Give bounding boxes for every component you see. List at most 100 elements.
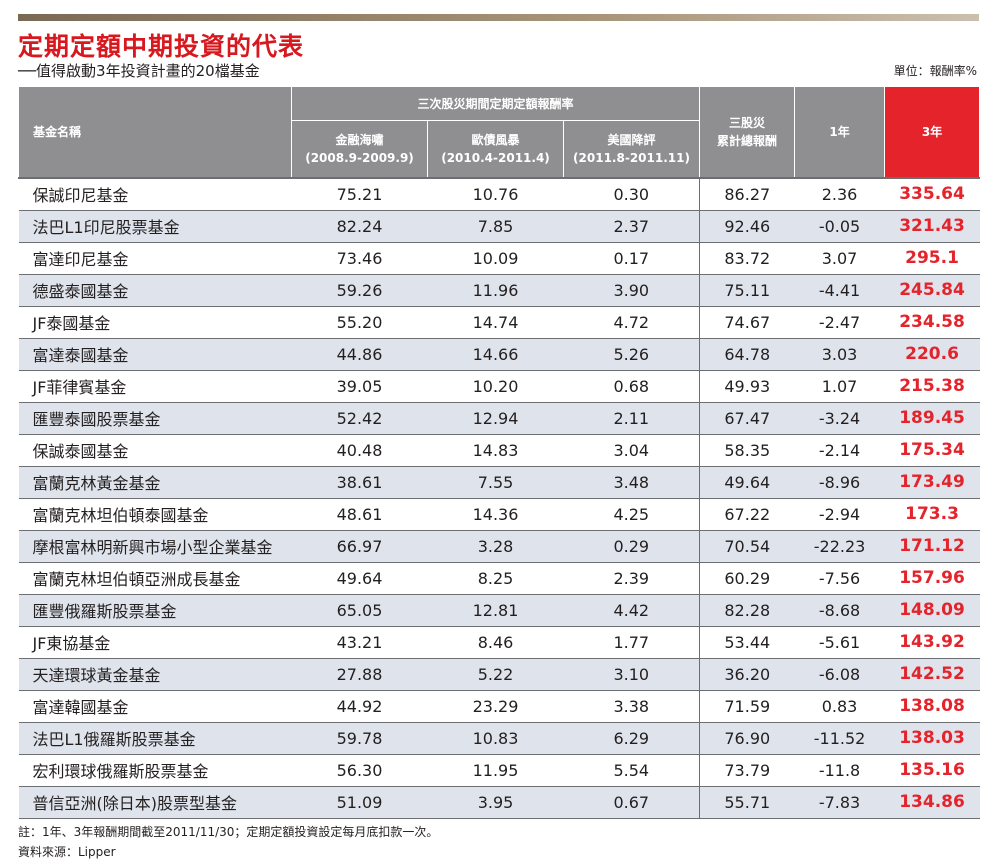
footnote: 註：1年、3年報酬期間截至2011/11/30；定期定額投資設定每月底扣款一次。 bbox=[18, 825, 439, 839]
return-1y-cell: -0.05 bbox=[794, 210, 885, 243]
fund-table: 基金名稱 三次股災期間定期定額報酬率 三股災 累計總報酬 1年 3年 金融海嘯 … bbox=[18, 86, 981, 819]
total-return-cell: 83.72 bbox=[699, 242, 795, 275]
table-row: JF東協基金 43.21 8.46 1.77 53.44 -5.61 143.92 bbox=[18, 626, 980, 659]
header-crisis-1: 金融海嘯 (2008.9-2009.9) bbox=[291, 120, 428, 178]
total-return-cell: 92.46 bbox=[699, 210, 795, 243]
return-3y-cell: 234.58 bbox=[884, 306, 980, 339]
fund-rows: 保誠印尼基金 75.21 10.76 0.30 86.27 2.36 335.64 法巴L1印… bbox=[18, 176, 980, 819]
return-1y-cell: -8.68 bbox=[794, 594, 885, 627]
crisis-1-cell: 52.42 bbox=[291, 402, 428, 435]
total-return-cell: 55.71 bbox=[699, 786, 795, 819]
crisis-2-cell: 8.46 bbox=[427, 626, 564, 659]
return-3y-cell: 245.84 bbox=[884, 274, 980, 307]
crisis-3-cell: 0.17 bbox=[563, 242, 701, 275]
header-fund-name: 基金名稱 bbox=[18, 86, 292, 178]
fund-name-cell: 法巴L1俄羅斯股票基金 bbox=[18, 722, 292, 755]
total-return-cell: 82.28 bbox=[699, 594, 795, 627]
return-1y-cell: -7.56 bbox=[794, 562, 885, 595]
return-1y-cell: 2.36 bbox=[794, 176, 885, 211]
crisis-1-cell: 65.05 bbox=[291, 594, 428, 627]
table-row: 富蘭克林坦伯頓泰國基金 48.61 14.36 4.25 67.22 -2.94 173.3 bbox=[18, 498, 980, 531]
fund-name-cell: 富蘭克林坦伯頓泰國基金 bbox=[18, 498, 292, 531]
return-3y-cell: 189.45 bbox=[884, 402, 980, 435]
total-return-cell: 67.22 bbox=[699, 498, 795, 531]
table-row: 富達印尼基金 73.46 10.09 0.17 83.72 3.07 295.1 bbox=[18, 242, 980, 275]
total-return-cell: 49.64 bbox=[699, 466, 795, 499]
crisis-2-cell: 10.83 bbox=[427, 722, 564, 755]
return-3y-cell: 148.09 bbox=[884, 594, 980, 627]
table-row: 保誠印尼基金 75.21 10.76 0.30 86.27 2.36 335.64 bbox=[18, 176, 980, 211]
return-1y-cell: -6.08 bbox=[794, 658, 885, 691]
return-3y-cell: 220.6 bbox=[884, 338, 980, 371]
crisis-1-cell: 56.30 bbox=[291, 754, 428, 787]
return-1y-cell: -11.8 bbox=[794, 754, 885, 787]
return-3y-cell: 295.1 bbox=[884, 242, 980, 275]
fund-name-cell: JF泰國基金 bbox=[18, 306, 292, 339]
fund-name-cell: 富蘭克林坦伯頓亞洲成長基金 bbox=[18, 562, 292, 595]
table-row: 富達泰國基金 44.86 14.66 5.26 64.78 3.03 220.6 bbox=[18, 338, 980, 371]
crisis-2-cell: 7.55 bbox=[427, 466, 564, 499]
header-crisis-3: 美國降評 (2011.8-2011.11) bbox=[562, 120, 701, 178]
return-1y-cell: 0.83 bbox=[794, 690, 885, 723]
crisis-1-cell: 40.48 bbox=[291, 434, 428, 467]
header-crisis-group: 三次股災期間定期定額報酬率 bbox=[290, 86, 701, 121]
crisis-1-cell: 73.46 bbox=[291, 242, 428, 275]
return-1y-cell: 1.07 bbox=[794, 370, 885, 403]
return-3y-cell: 143.92 bbox=[884, 626, 980, 659]
crisis-3-cell: 0.68 bbox=[563, 370, 701, 403]
crisis-1-cell: 75.21 bbox=[291, 176, 428, 211]
crisis-3-cell: 4.42 bbox=[563, 594, 701, 627]
crisis-3-cell: 4.25 bbox=[563, 498, 701, 531]
crisis-1-cell: 59.78 bbox=[291, 722, 428, 755]
crisis-3-cell: 6.29 bbox=[563, 722, 701, 755]
return-3y-cell: 215.38 bbox=[884, 370, 980, 403]
header-1y: 1年 bbox=[794, 86, 886, 178]
crisis-2-cell: 7.85 bbox=[427, 210, 564, 243]
total-return-cell: 71.59 bbox=[699, 690, 795, 723]
crisis-3-cell: 3.04 bbox=[563, 434, 701, 467]
crisis-1-cell: 55.20 bbox=[291, 306, 428, 339]
total-return-cell: 76.90 bbox=[699, 722, 795, 755]
crisis-3-cell: 3.38 bbox=[563, 690, 701, 723]
fund-name-cell: JF菲律賓基金 bbox=[18, 370, 292, 403]
table-row: JF泰國基金 55.20 14.74 4.72 74.67 -2.47 234.58 bbox=[18, 306, 980, 339]
total-return-cell: 36.20 bbox=[699, 658, 795, 691]
crisis-1-cell: 66.97 bbox=[291, 530, 428, 563]
header-crisis-3-name: 美國降評 bbox=[607, 132, 656, 147]
crisis-2-cell: 11.96 bbox=[427, 274, 564, 307]
header-crisis-2-period: (2010.4-2011.4) bbox=[441, 150, 550, 165]
crisis-1-cell: 44.92 bbox=[291, 690, 428, 723]
return-3y-cell: 175.34 bbox=[884, 434, 980, 467]
fund-name-cell: 法巴L1印尼股票基金 bbox=[18, 210, 292, 243]
table-row: 普信亞洲(除日本)股票型基金 51.09 3.95 0.67 55.71 -7.83 134… bbox=[18, 786, 980, 819]
fund-name-cell: 匯豐俄羅斯股票基金 bbox=[18, 594, 292, 627]
return-1y-cell: 3.07 bbox=[794, 242, 885, 275]
return-1y-cell: -8.96 bbox=[794, 466, 885, 499]
table-row: 匯豐泰國股票基金 52.42 12.94 2.11 67.47 -3.24 189.45 bbox=[18, 402, 980, 435]
header-total-line1: 三股災 bbox=[729, 115, 766, 130]
return-1y-cell: -2.14 bbox=[794, 434, 885, 467]
table-row: 富達韓國基金 44.92 23.29 3.38 71.59 0.83 138.08 bbox=[18, 690, 980, 723]
fund-name-cell: 德盛泰國基金 bbox=[18, 274, 292, 307]
crisis-3-cell: 3.48 bbox=[563, 466, 701, 499]
table-row: 摩根富林明新興市場小型企業基金 66.97 3.28 0.29 70.54 -22.23 1… bbox=[18, 530, 980, 563]
return-3y-cell: 138.03 bbox=[884, 722, 980, 755]
return-3y-cell: 173.49 bbox=[884, 466, 980, 499]
table-row: 富蘭克林坦伯頓亞洲成長基金 49.64 8.25 2.39 60.29 -7.56 157.… bbox=[18, 562, 980, 595]
crisis-3-cell: 0.30 bbox=[563, 176, 701, 211]
crisis-2-cell: 10.09 bbox=[427, 242, 564, 275]
crisis-3-cell: 2.39 bbox=[563, 562, 701, 595]
total-return-cell: 58.35 bbox=[699, 434, 795, 467]
total-return-cell: 70.54 bbox=[699, 530, 795, 563]
unit-label: 單位：報酬率% bbox=[893, 64, 977, 78]
table-row: 富蘭克林黃金基金 38.61 7.55 3.48 49.64 -8.96 173.49 bbox=[18, 466, 980, 499]
return-1y-cell: -22.23 bbox=[794, 530, 885, 563]
fund-name-cell: 普信亞洲(除日本)股票型基金 bbox=[18, 786, 292, 819]
fund-name-cell: 保誠泰國基金 bbox=[18, 434, 292, 467]
fund-name-cell: 富達泰國基金 bbox=[18, 338, 292, 371]
return-1y-cell: -4.41 bbox=[794, 274, 885, 307]
return-1y-cell: -2.94 bbox=[794, 498, 885, 531]
table-row: 匯豐俄羅斯股票基金 65.05 12.81 4.42 82.28 -8.68 148.09 bbox=[18, 594, 980, 627]
crisis-3-cell: 4.72 bbox=[563, 306, 701, 339]
header-crisis-1-name: 金融海嘯 bbox=[335, 132, 384, 147]
